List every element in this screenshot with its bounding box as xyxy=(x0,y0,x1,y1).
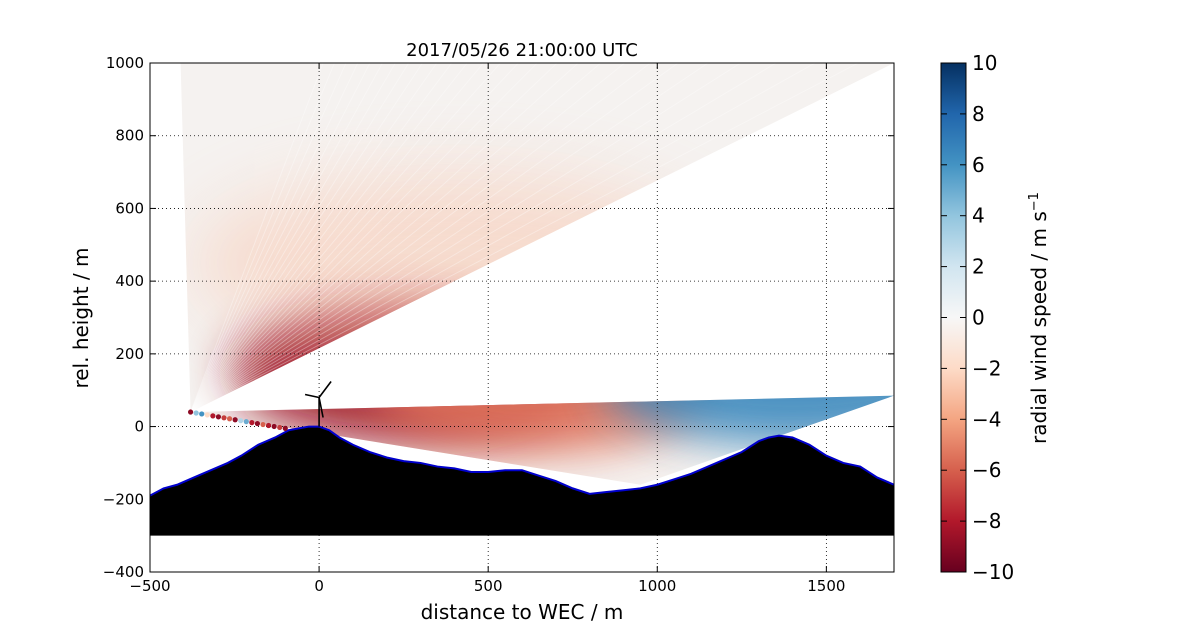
scan-point xyxy=(204,412,210,418)
chart-title: 2017/05/26 21:00:00 UTC xyxy=(406,40,638,61)
wec-blade xyxy=(304,393,320,399)
y-tick-label: 0 xyxy=(134,418,144,436)
scan-point xyxy=(199,411,205,417)
scan-ray xyxy=(190,63,831,413)
x-tick-label: −500 xyxy=(129,577,170,595)
scan-point xyxy=(187,409,194,415)
scan-ray xyxy=(190,63,725,413)
terrain-outline xyxy=(150,425,894,497)
scan-point xyxy=(271,423,277,430)
colorbar-tick-label: 6 xyxy=(972,153,985,177)
scan-point xyxy=(282,425,288,431)
x-tick-label: 0 xyxy=(314,577,324,595)
colorbar-tick-label: 8 xyxy=(972,102,985,126)
y-axis-label: rel. height / m xyxy=(69,247,93,388)
scan-point xyxy=(221,415,227,421)
scan-ray xyxy=(190,63,894,413)
scan-ray xyxy=(190,63,894,413)
x-axis-label: distance to WEC / m xyxy=(421,600,624,624)
scan-ray xyxy=(190,63,894,413)
scan-ray xyxy=(190,63,894,413)
colorbar-tick-label: −6 xyxy=(972,458,1001,482)
scan-ray xyxy=(190,63,894,413)
scan-ray xyxy=(190,63,894,413)
y-tick-label: 600 xyxy=(115,199,144,217)
x-axis-ticks: −500 0 500 1000 1500 xyxy=(129,63,845,595)
scan-ray xyxy=(190,63,894,413)
scan-ray xyxy=(190,63,894,413)
scan-ray xyxy=(190,63,894,413)
scan-ray xyxy=(190,63,894,413)
scan-ray xyxy=(190,63,894,413)
wec-turbine-icon xyxy=(304,381,332,427)
y-tick-label: −400 xyxy=(103,563,144,581)
terrain xyxy=(150,425,894,536)
scan-ray xyxy=(190,63,894,413)
scan-point xyxy=(254,420,261,427)
y-tick-label: 400 xyxy=(115,272,144,290)
scan-ray xyxy=(190,63,894,413)
scan-ray xyxy=(190,63,894,413)
colorbar-label-exponent: −1 xyxy=(1027,192,1042,211)
scan-point xyxy=(193,410,199,416)
colorbar-tick-label: 4 xyxy=(972,204,985,228)
scan-ray xyxy=(190,63,894,413)
axes-frame xyxy=(149,62,895,573)
scan-ray xyxy=(190,63,894,413)
scan-ray xyxy=(190,63,894,413)
scan-ray xyxy=(190,63,894,413)
scan-point xyxy=(243,419,249,425)
scan-point xyxy=(265,422,272,429)
scan-point xyxy=(215,414,222,420)
colorbar-tick-label: −10 xyxy=(972,560,1014,584)
scan-ray xyxy=(190,63,894,413)
colorbar-label: radial wind speed / m s−1 xyxy=(1027,192,1051,444)
scan-point xyxy=(260,421,266,428)
colorbar-tick-label: 10 xyxy=(972,51,997,75)
wec-blade xyxy=(318,397,324,418)
scan-point xyxy=(277,424,283,431)
y-tick-label: −200 xyxy=(103,490,144,508)
scan-point xyxy=(238,418,244,424)
colorbar-ticks: −10 −8 −6 −4 −2 0 2 4 6 8 10 xyxy=(941,51,1014,584)
scan-point xyxy=(249,420,255,426)
scan-ray xyxy=(190,63,894,413)
colorbar-tick-label: 2 xyxy=(972,255,985,279)
colorbar-tick-label: −8 xyxy=(972,509,1001,533)
y-axis-ticks: −400 −200 0 200 400 600 800 1000 xyxy=(103,54,894,581)
x-tick-label: 500 xyxy=(474,577,503,595)
colorbar-label-text: radial wind speed / m s xyxy=(1027,211,1051,444)
scan-point xyxy=(210,413,216,419)
scan-ray xyxy=(190,63,761,413)
scan-point xyxy=(232,417,238,423)
scan-ray xyxy=(190,63,866,413)
y-tick-label: 800 xyxy=(115,127,144,145)
x-tick-label: 1500 xyxy=(807,577,845,595)
y-tick-label: 200 xyxy=(115,345,144,363)
scan-ray xyxy=(190,63,796,413)
scan-ray xyxy=(190,63,689,413)
scan-ray xyxy=(190,63,894,413)
y-tick-label: 1000 xyxy=(106,54,144,72)
colorbar-tick-label: 0 xyxy=(972,306,985,330)
near-ground-scan-points xyxy=(187,409,288,431)
terrain-fill xyxy=(150,426,894,536)
scan-point xyxy=(226,416,233,422)
colorbar-tick-label: −2 xyxy=(972,356,1001,380)
colorbar-tick-label: −4 xyxy=(972,407,1001,431)
x-tick-label: 1000 xyxy=(638,577,676,595)
wec-blade xyxy=(318,381,332,398)
